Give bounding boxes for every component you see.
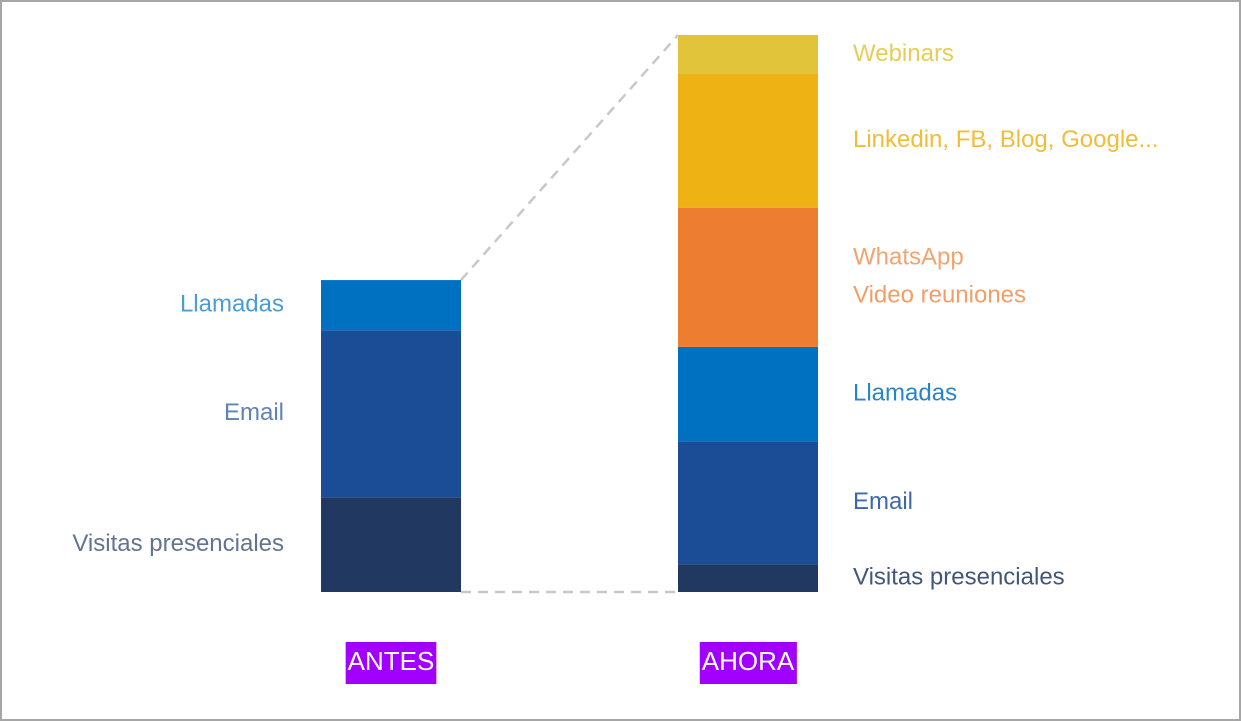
category-label: AHORA — [702, 646, 795, 676]
segment-sublabel: Video reuniones — [853, 282, 1026, 309]
category-label: ANTES — [348, 646, 435, 676]
segment-label: Email — [853, 488, 913, 515]
bar-segment — [678, 35, 818, 74]
bar-segment — [678, 346, 818, 442]
bar-segment — [678, 564, 818, 592]
bar-segment — [678, 207, 818, 347]
segment-label: Visitas presenciales — [853, 563, 1065, 590]
segment-label: Linkedin, FB, Blog, Google... — [853, 126, 1159, 153]
connector — [460, 34, 679, 281]
segment-label: Llamadas — [853, 380, 957, 407]
category-badge — [699, 642, 797, 684]
bar-segment — [321, 330, 461, 498]
bar-segment — [321, 280, 461, 331]
segment-label: Llamadas — [180, 290, 284, 317]
bar-segment — [678, 441, 818, 565]
segment-label: WhatsApp — [853, 244, 964, 271]
segment-label: Visitas presenciales — [72, 530, 284, 557]
category-badge — [345, 642, 437, 684]
segment-label: Webinars — [853, 40, 954, 67]
segment-label: Email — [224, 399, 284, 426]
bar-segment — [678, 73, 818, 208]
bar-segment — [321, 497, 461, 592]
